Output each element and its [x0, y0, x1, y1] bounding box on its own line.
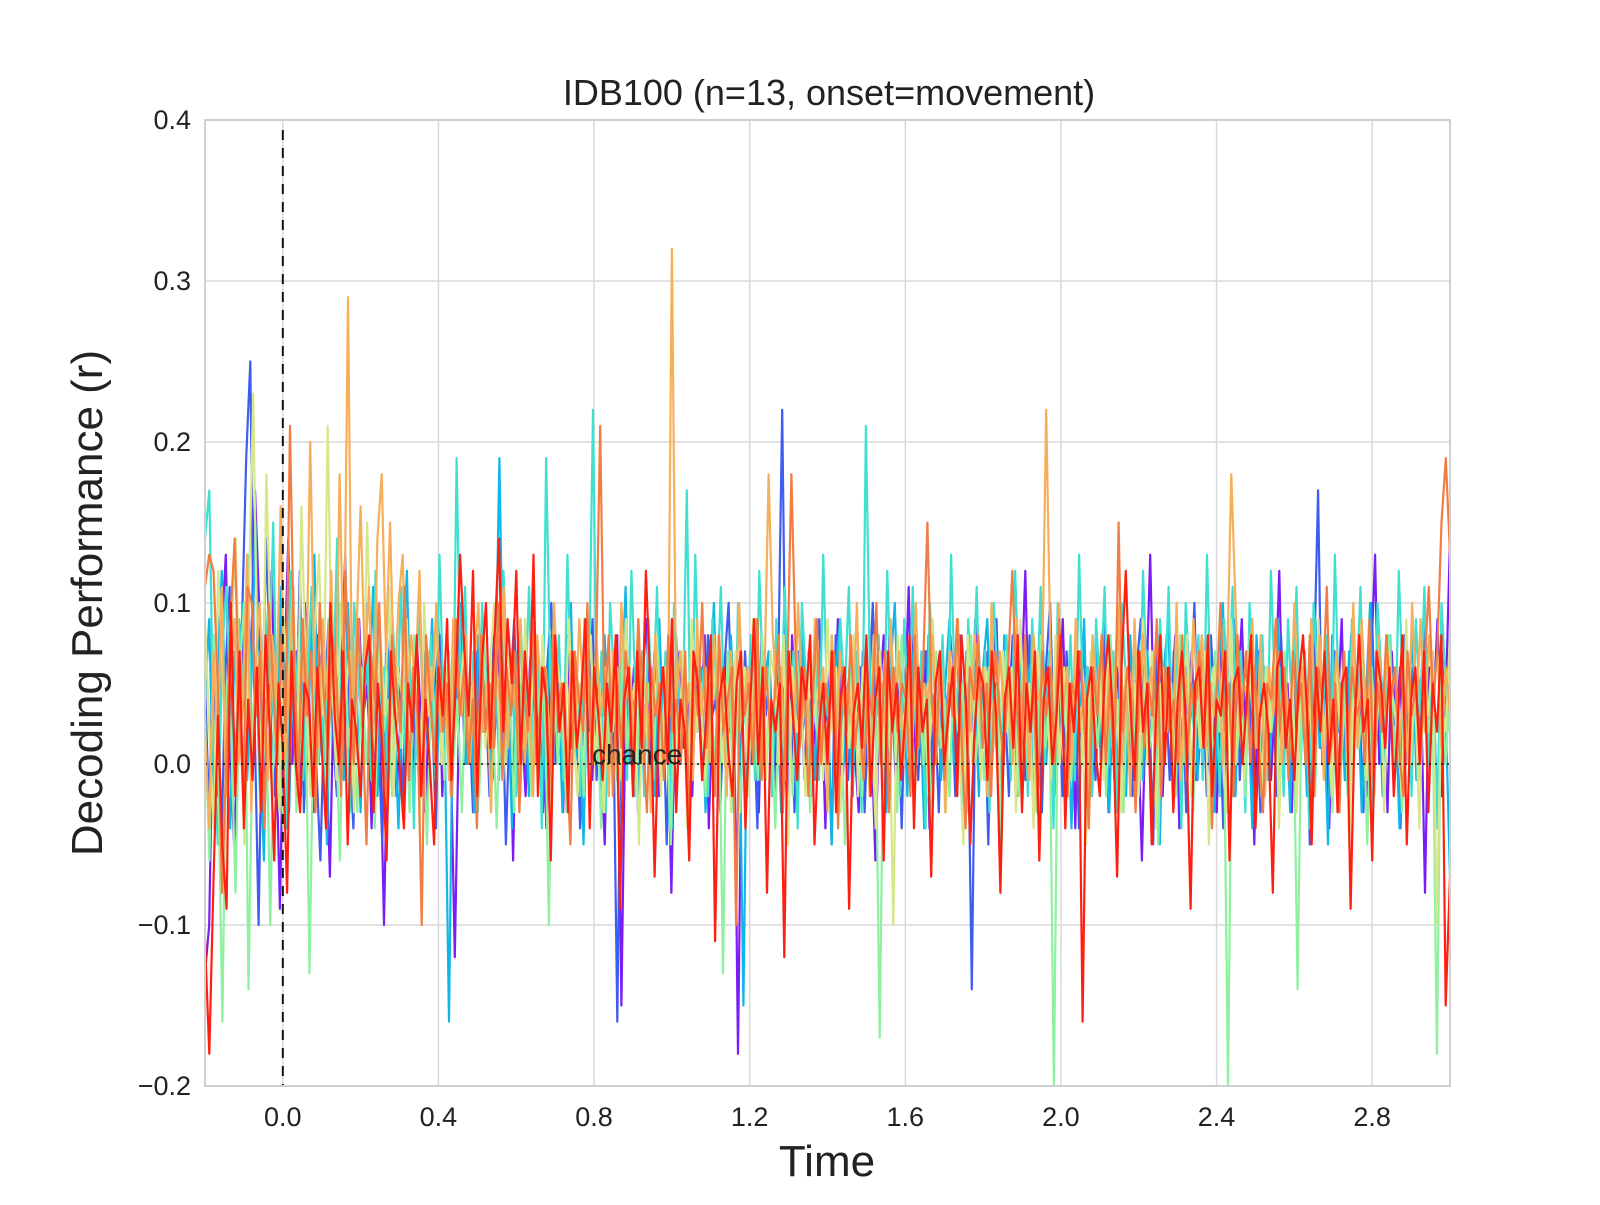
y-tick-label: 0.2 — [153, 427, 191, 457]
x-tick-labels: 0.0 0.4 0.8 1.2 1.6 2.0 2.4 2.8 — [264, 1102, 1391, 1132]
x-tick-label: 2.4 — [1198, 1102, 1236, 1132]
chart-title: IDB100 (n=13, onset=movement) — [563, 72, 1095, 113]
reference-lines — [205, 130, 1450, 1086]
x-tick-label: 0.0 — [264, 1102, 302, 1132]
y-tick-label: 0.1 — [153, 588, 191, 618]
x-axis-label: Time — [779, 1137, 875, 1186]
y-axis-label: Decoding Performance (r) — [63, 350, 112, 856]
y-tick-label: −0.2 — [138, 1071, 191, 1101]
series-line-9 — [203, 537, 1452, 1055]
y-tick-label: −0.1 — [138, 910, 191, 940]
chance-annotation: chance — [592, 739, 682, 770]
y-tick-label: 0.4 — [153, 105, 191, 135]
x-tick-label: 1.2 — [731, 1102, 769, 1132]
y-tick-label: 0.3 — [153, 266, 191, 296]
series-line-8 — [203, 424, 1452, 927]
x-tick-label: 0.4 — [420, 1102, 458, 1132]
plot-frame — [204, 119, 1451, 1087]
y-tick-labels: −0.2 −0.1 0.0 0.1 0.2 0.3 0.4 — [138, 105, 191, 1101]
x-tick-label: 2.0 — [1042, 1102, 1080, 1132]
x-tick-label: 0.8 — [575, 1102, 613, 1132]
x-tick-label: 1.6 — [887, 1102, 925, 1132]
series-layer — [203, 247, 1452, 1088]
x-tick-label: 2.8 — [1353, 1102, 1391, 1132]
y-tick-label: 0.0 — [153, 749, 191, 779]
